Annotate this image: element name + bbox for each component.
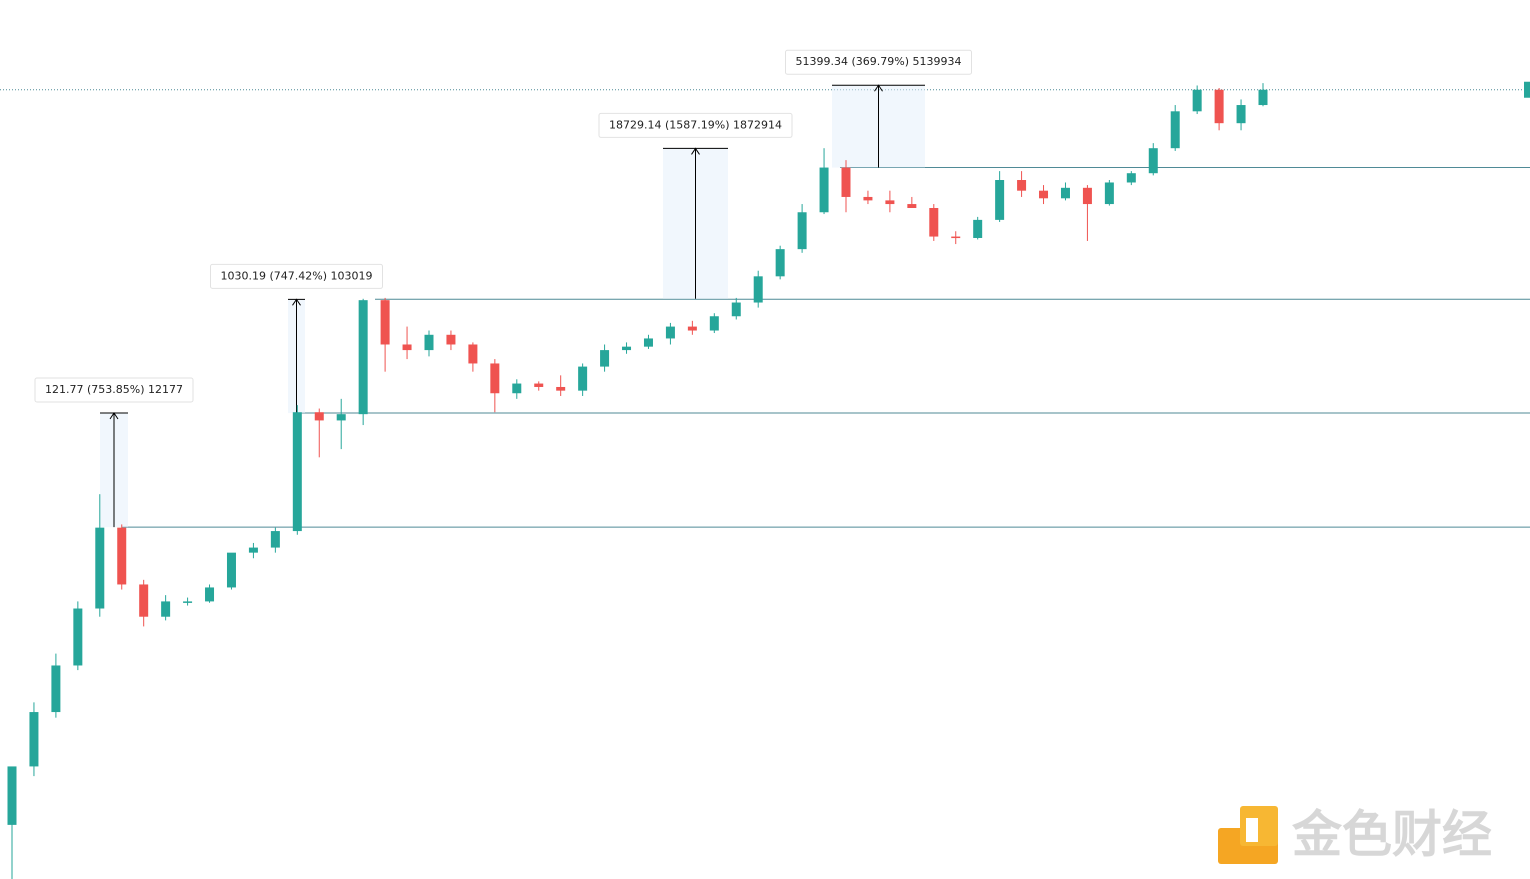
candle-body (534, 383, 544, 387)
arrow-head (691, 147, 700, 155)
candle-body (1170, 111, 1180, 149)
candle-body (161, 601, 171, 617)
candle-body (29, 712, 39, 767)
candle-body (512, 383, 522, 394)
candle-body (797, 212, 807, 250)
candle-body (863, 196, 873, 201)
candle-body (1060, 187, 1070, 199)
watermark-text: 金色财经 (1292, 806, 1492, 864)
candle-body (314, 412, 324, 421)
candle-body (490, 363, 500, 394)
measure-label: 121.77 (753.85%) 12177 (34, 377, 194, 403)
measure-label-text: 1030.19 (747.42%) 103019 (221, 269, 373, 282)
measure-label: 18729.14 (1587.19%) 1872914 (598, 112, 793, 138)
candle-body (1082, 187, 1092, 205)
candle-body (73, 608, 83, 666)
candle-body (51, 665, 61, 713)
candle-body (402, 344, 412, 351)
candle-body (841, 167, 851, 197)
candle-body (1236, 105, 1246, 124)
measure-label-text: 51399.34 (369.79%) 5139934 (796, 55, 962, 68)
candle-body (753, 276, 763, 303)
candle-body (578, 366, 588, 391)
candle-body (665, 326, 675, 339)
candle-body (7, 766, 17, 825)
candle-body (929, 208, 939, 237)
candle-body (336, 414, 346, 421)
logo-block (1240, 806, 1278, 846)
candle-body (643, 338, 653, 347)
candle-body (951, 236, 961, 239)
arrow-head (292, 298, 301, 306)
candle-body (907, 204, 917, 209)
candle-body (1148, 148, 1158, 174)
measure-label: 1030.19 (747.42%) 103019 (210, 263, 383, 289)
candle-body (622, 346, 632, 351)
candle-body (687, 326, 697, 331)
price-marker (1524, 81, 1530, 98)
measure-label-box (210, 263, 383, 289)
measure-label-text: 18729.14 (1587.19%) 1872914 (609, 118, 782, 131)
candle-body (424, 334, 434, 351)
logo-cut (1246, 818, 1258, 842)
measure-label-box (785, 49, 972, 75)
candle-body (117, 527, 127, 585)
candle-body (1104, 182, 1114, 205)
candle-body (226, 552, 236, 588)
candle-body (995, 180, 1005, 220)
measure-label-box (34, 377, 194, 403)
candle-body (1214, 89, 1224, 124)
candle-body (819, 167, 829, 213)
candle-body (600, 350, 610, 367)
candle-body (709, 316, 719, 331)
candle-body (1039, 190, 1049, 199)
candle-body (973, 219, 983, 238)
watermark-logo (1218, 806, 1278, 864)
candle-body (183, 601, 193, 603)
candle-body (1258, 89, 1268, 106)
candle-body (358, 300, 368, 415)
candle-body (1192, 89, 1202, 112)
candle-body (1017, 180, 1027, 191)
arrow-head (109, 412, 119, 420)
arrow-head (874, 84, 883, 92)
measure-label-box (598, 112, 793, 138)
candle-body (248, 547, 258, 553)
measure-label: 51399.34 (369.79%) 5139934 (785, 49, 972, 75)
candle-body (556, 386, 566, 391)
candle-body (380, 300, 390, 345)
candle-body (205, 587, 215, 602)
candle-body (95, 527, 105, 609)
candle-body (775, 249, 785, 277)
candle-body (885, 200, 895, 205)
candle-body (270, 531, 280, 548)
candle-body (1126, 173, 1136, 183)
candle-body (468, 344, 478, 364)
measure-label-text: 121.77 (753.85%) 12177 (45, 383, 183, 396)
candle-body (446, 334, 456, 345)
candle-body (139, 584, 149, 617)
candle-body (292, 412, 302, 532)
candle-body (731, 302, 741, 317)
